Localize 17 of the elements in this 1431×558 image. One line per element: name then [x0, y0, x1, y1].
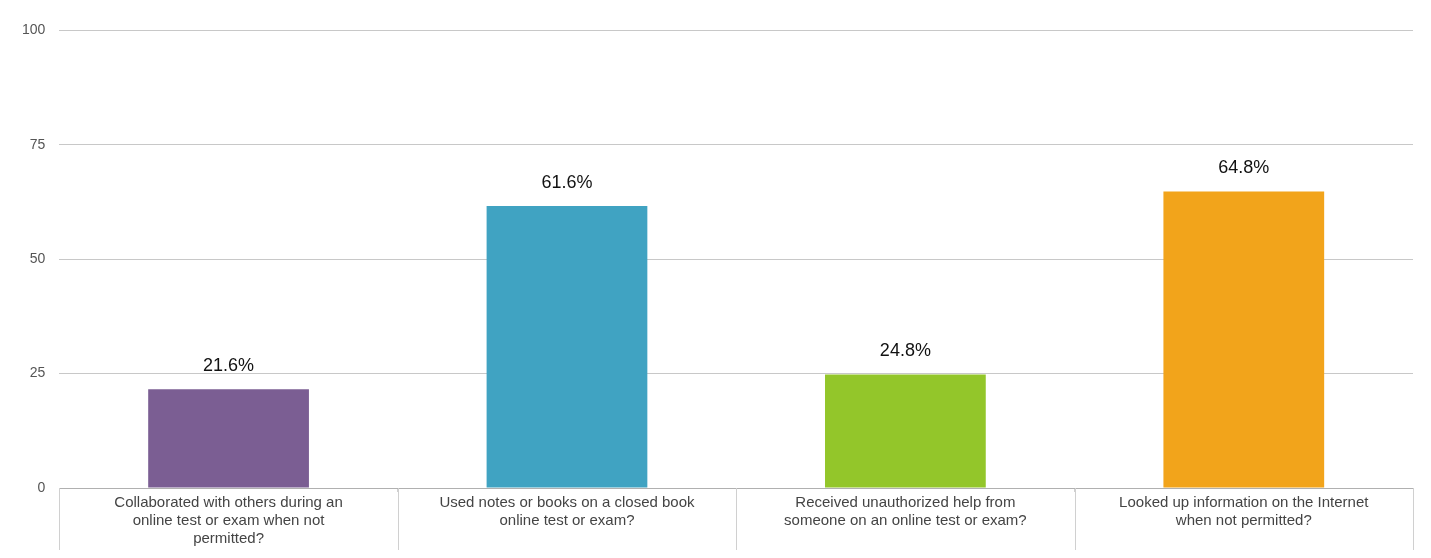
data-label: 61.6%: [541, 172, 593, 193]
y-tick-label: 25: [29, 364, 46, 381]
bar: [148, 389, 309, 488]
bar: [486, 206, 648, 488]
data-label: 64.8%: [1218, 157, 1270, 178]
y-tick-label: 100: [22, 21, 46, 38]
x-tick-label: Used notes or books on a closed book online test or exam?: [439, 493, 696, 529]
x-tick-label: Received unauthorized help from someone on an online test or exam?: [784, 493, 1027, 529]
data-label: 24.8%: [879, 340, 931, 361]
x-tick-label: Looked up information on the Internet when not permitted?: [1119, 493, 1370, 529]
data-label: 21.6%: [203, 355, 255, 376]
bar: [1163, 191, 1325, 488]
y-tick-label: 0: [37, 478, 46, 495]
y-tick-label: 75: [29, 135, 46, 152]
bar: [825, 374, 986, 488]
y-tick-label: 50: [29, 250, 46, 267]
x-tick-label: Collaborated with others during an online test or exam when not permitted?: [114, 493, 343, 547]
